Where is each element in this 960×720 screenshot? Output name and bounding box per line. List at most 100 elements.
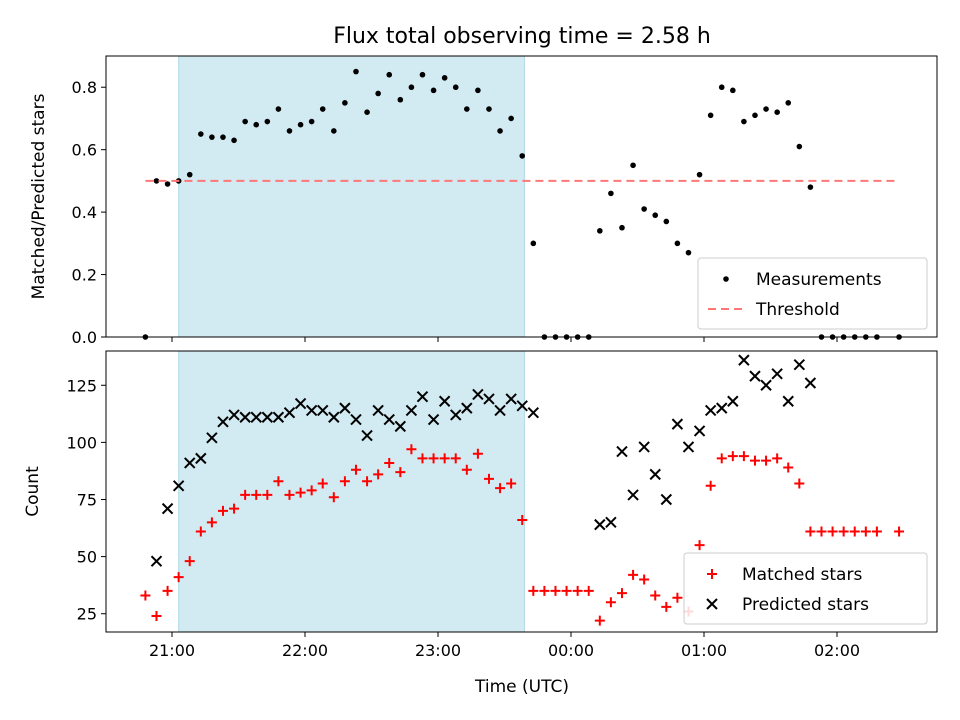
data-point [184, 556, 195, 567]
legend-marker [707, 569, 717, 579]
data-point [516, 400, 528, 412]
data-point [231, 137, 237, 144]
data-point [408, 84, 415, 91]
data-point [384, 457, 395, 468]
data-point [497, 128, 503, 134]
data-point [229, 503, 240, 514]
data-point [206, 432, 218, 444]
data-point [250, 411, 262, 423]
data-point [305, 404, 318, 417]
x-tick-label: 21:00 [149, 641, 195, 660]
data-point [342, 100, 348, 106]
data-point [616, 588, 627, 599]
legend: Measurements Threshold [697, 257, 928, 330]
data-point [718, 84, 725, 91]
data-point [461, 402, 473, 414]
data-point [650, 590, 661, 601]
data-point [373, 469, 384, 480]
data-point [730, 87, 736, 94]
data-point [894, 526, 905, 537]
data-point [405, 404, 418, 417]
series-matched-stars [140, 444, 905, 626]
data-point [685, 249, 692, 256]
y-tick-label: 100 [66, 433, 97, 452]
data-point [275, 106, 282, 112]
data-point [772, 453, 783, 464]
data-point [272, 411, 285, 423]
data-point [283, 406, 296, 419]
x-tick-label: 02:00 [814, 641, 860, 660]
data-point [486, 106, 492, 112]
data-point [441, 75, 448, 81]
data-point [295, 487, 306, 498]
y-axis-label: Matched/Predicted stars [29, 93, 49, 299]
data-point [217, 416, 229, 428]
plot-frame [105, 55, 938, 338]
legend-label: Threshold [755, 300, 840, 320]
data-point [195, 526, 206, 537]
data-point [464, 106, 470, 112]
data-point [583, 585, 594, 596]
data-point [350, 413, 362, 426]
data-point [450, 453, 461, 464]
x-tick-label: 22:00 [282, 641, 328, 660]
data-point [783, 462, 794, 473]
data-point [704, 404, 717, 417]
data-point [804, 377, 817, 389]
data-point [162, 585, 173, 596]
data-point [427, 413, 440, 426]
data-point [375, 90, 381, 97]
data-point [339, 402, 351, 414]
data-point [771, 368, 783, 380]
bottom-panel-counts: 21:00 22:00 23:00 00:00 01:00 02:00 25 50 75 100 1… [23, 350, 938, 660]
data-point [242, 118, 248, 125]
data-point [362, 476, 373, 487]
data-point [198, 131, 204, 137]
data-point [294, 397, 307, 410]
data-point [317, 478, 328, 489]
data-point [527, 406, 540, 419]
data-point [417, 453, 428, 464]
legend-box [697, 257, 928, 330]
data-point [505, 393, 517, 405]
data-point [561, 585, 572, 596]
data-point [308, 118, 315, 125]
data-point [849, 526, 860, 537]
legend-label: Measurements [756, 270, 882, 290]
data-point [760, 379, 772, 391]
data-point [428, 453, 439, 464]
data-point [682, 441, 695, 453]
data-point [164, 181, 171, 187]
data-point [395, 467, 406, 478]
data-point [239, 411, 251, 423]
data-point [763, 106, 769, 112]
data-point [661, 601, 672, 612]
legend-marker [723, 276, 729, 282]
y-tick-label: 0.4 [72, 203, 97, 222]
data-point [261, 411, 274, 423]
data-point [184, 457, 196, 469]
data-point [605, 516, 617, 529]
chart-title: Flux total observing time = 2.58 h [333, 24, 711, 49]
data-point [749, 455, 760, 466]
data-point [350, 464, 361, 475]
data-point [594, 518, 606, 531]
data-point [461, 464, 472, 475]
data-point [386, 71, 393, 78]
data-point [353, 68, 359, 75]
data-point [761, 455, 772, 466]
data-point [483, 473, 494, 484]
data-point [220, 134, 226, 140]
data-point [140, 590, 151, 601]
data-point [472, 448, 483, 459]
legend-marker [706, 598, 718, 610]
data-point [627, 489, 639, 501]
data-point [716, 453, 727, 464]
data-point [816, 526, 827, 537]
data-point [240, 489, 251, 500]
data-point [206, 517, 217, 528]
data-point [672, 592, 683, 603]
x-tick-label: 23:00 [415, 641, 461, 660]
data-point [619, 224, 625, 231]
